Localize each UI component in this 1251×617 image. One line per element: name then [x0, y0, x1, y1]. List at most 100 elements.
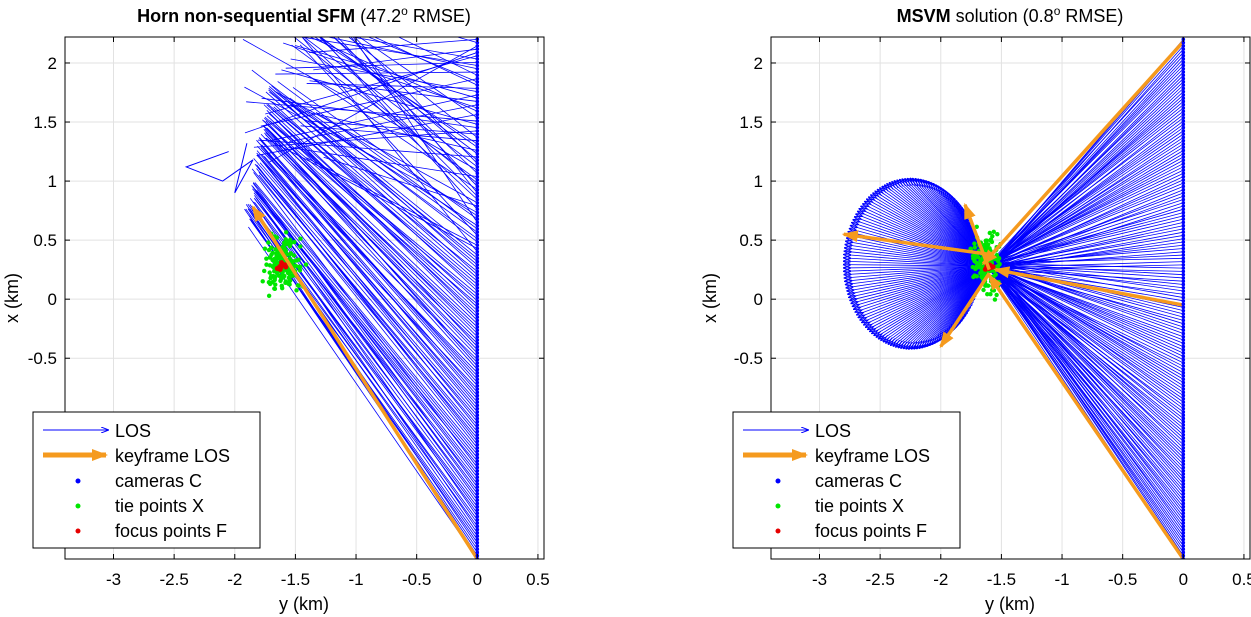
tie-point — [994, 292, 999, 298]
keyframe-los-arrow — [841, 230, 990, 257]
los-line — [989, 264, 1184, 279]
los-line — [308, 112, 478, 151]
los-line — [289, 97, 478, 233]
camera-point — [1181, 181, 1186, 185]
x-tick-label: -1 — [348, 570, 363, 589]
camera-point — [475, 236, 480, 241]
tie-point — [981, 287, 986, 293]
los-line — [988, 268, 1184, 491]
los-line — [988, 48, 1184, 269]
camera-point — [1181, 537, 1186, 542]
los-line — [989, 265, 1184, 396]
camera-point — [475, 276, 480, 280]
camera-point — [1181, 194, 1186, 199]
los-line — [256, 190, 478, 458]
y-axis-label-right: x (km) — [700, 273, 720, 323]
los-line — [261, 160, 478, 422]
los-line — [988, 75, 1184, 268]
los-line — [244, 52, 478, 134]
los-line — [288, 146, 478, 178]
los-line — [989, 266, 1184, 400]
los-line — [875, 191, 990, 267]
camera-point — [1181, 495, 1186, 499]
los-line — [989, 264, 1184, 270]
camera-point — [1181, 544, 1186, 548]
camera-point — [1181, 357, 1186, 362]
camera-point — [1181, 178, 1186, 182]
los-line — [266, 137, 478, 344]
camera-point — [1181, 390, 1186, 395]
los-line — [989, 264, 1184, 361]
x-tick-label: -1.5 — [987, 570, 1016, 589]
y-tick-label: 1.5 — [33, 113, 57, 132]
camera-point — [475, 468, 480, 473]
los-line — [989, 225, 1184, 269]
camera-point — [475, 334, 480, 339]
los-line — [989, 265, 1184, 393]
y-tick-label: 2 — [754, 54, 763, 73]
los-line — [260, 147, 478, 396]
camera-point — [475, 119, 480, 123]
camera-point — [1181, 462, 1186, 467]
los-line — [989, 205, 1184, 270]
camera-point — [1181, 165, 1186, 169]
x-tick-label: -3 — [106, 570, 121, 589]
camera-point — [1181, 429, 1186, 434]
los-line — [253, 130, 478, 148]
tie-point — [266, 293, 272, 298]
legend-los-label: LOS — [115, 421, 151, 441]
camera-point — [1181, 305, 1186, 310]
camera-point — [1181, 331, 1186, 336]
los-line — [988, 268, 1184, 507]
tie-point — [292, 239, 297, 245]
los-line — [857, 265, 990, 315]
camera-point — [1181, 531, 1186, 535]
camera-point — [1181, 53, 1186, 58]
los-line — [865, 202, 990, 267]
legend-keyframe-label: keyframe LOS — [815, 446, 930, 466]
camera-point — [475, 214, 480, 218]
camera-point — [1181, 491, 1186, 496]
tie-point — [279, 283, 284, 289]
los-line — [989, 261, 1184, 268]
camera-point — [475, 439, 480, 444]
camera-point — [475, 158, 480, 163]
y-tick-label: 0 — [754, 290, 763, 309]
camera-point — [475, 161, 480, 166]
los-line — [856, 265, 990, 312]
camera-point — [1181, 321, 1186, 326]
camera-point — [475, 40, 480, 45]
camera-point — [1181, 387, 1186, 391]
camera-point — [1181, 334, 1186, 339]
los-line — [303, 37, 478, 168]
camera-point — [1181, 282, 1186, 287]
los-line — [293, 37, 478, 184]
camera-point — [475, 200, 480, 205]
camera-point — [1181, 393, 1186, 398]
los-line — [989, 150, 1184, 268]
los-line — [989, 88, 1184, 269]
tie-point — [972, 241, 977, 246]
camera-point — [1181, 83, 1186, 87]
camera-point — [1181, 70, 1186, 74]
tie-point — [262, 246, 268, 251]
camera-point — [1181, 161, 1186, 166]
keyframe-los-arrow — [987, 273, 1185, 559]
keyframe-los-arrow — [939, 272, 991, 349]
los-line — [267, 94, 478, 142]
los-line — [877, 265, 990, 337]
camera-point — [1181, 524, 1186, 529]
keyframe-los-arrow — [981, 40, 1185, 266]
camera-point — [1181, 325, 1186, 329]
camera-point — [475, 475, 480, 480]
los-line — [281, 69, 478, 125]
tie-point — [988, 292, 993, 297]
camera-point — [1181, 240, 1186, 244]
los-line — [873, 193, 990, 267]
tie-point — [273, 247, 278, 252]
camera-point — [1181, 550, 1186, 555]
camera-point — [1181, 468, 1186, 473]
los-line — [265, 123, 478, 305]
camera-point — [475, 465, 480, 470]
x-tick-label: -2 — [933, 570, 948, 589]
